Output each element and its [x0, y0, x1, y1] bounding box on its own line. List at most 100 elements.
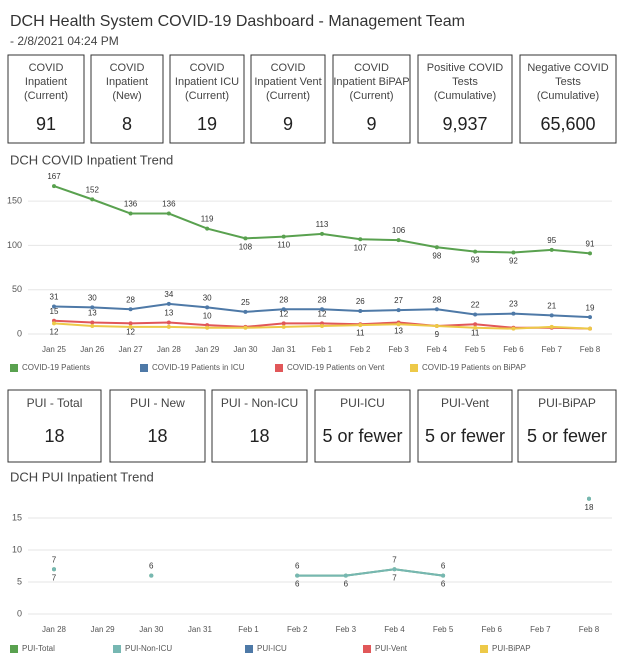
kpi-card — [90, 54, 164, 144]
legend-label: PUI-Non-ICU — [125, 644, 172, 653]
kpi-label: (Current) — [24, 90, 68, 102]
data-label: 30 — [203, 294, 212, 303]
kpi-value: 5 or fewer — [527, 426, 607, 446]
x-tick-label: Feb 6 — [481, 625, 502, 634]
x-tick-label: Jan 30 — [233, 345, 258, 354]
kpi-value: 9,937 — [442, 114, 487, 134]
data-label: 7 — [392, 555, 397, 564]
data-label: 98 — [432, 251, 441, 260]
legend-swatch — [410, 364, 418, 372]
kpi-label: (Current) — [185, 90, 229, 102]
data-label: 7 — [52, 555, 57, 564]
data-point — [587, 496, 591, 501]
legend-swatch — [363, 645, 371, 653]
x-tick-label: Jan 29 — [195, 345, 220, 354]
x-tick-label: Jan 29 — [91, 625, 116, 634]
x-tick-label: Feb 8 — [579, 625, 600, 634]
kpi-label: COVID — [190, 62, 225, 74]
data-label: 28 — [126, 295, 135, 304]
data-label: 26 — [356, 297, 365, 306]
data-label: 31 — [50, 293, 59, 302]
kpi-value: 65,600 — [540, 114, 595, 134]
data-label: 6 — [344, 580, 349, 589]
kpi-label: Positive COVID — [427, 62, 503, 74]
data-point — [396, 238, 401, 243]
data-point — [281, 307, 286, 312]
data-point — [473, 325, 478, 330]
data-point — [511, 326, 516, 331]
data-point — [473, 249, 478, 254]
kpi-label: (New) — [112, 90, 141, 102]
data-point — [52, 567, 56, 572]
y-tick-label: 0 — [17, 608, 22, 618]
data-label: 28 — [318, 295, 327, 304]
kpi-label: Inpatient Vent — [254, 76, 321, 88]
data-point — [281, 324, 286, 329]
data-point — [358, 308, 363, 313]
data-point — [166, 301, 171, 306]
data-point — [396, 308, 401, 313]
data-point — [434, 245, 439, 250]
data-label: 12 — [279, 309, 288, 318]
data-point — [320, 324, 324, 329]
x-tick-label: Feb 3 — [336, 625, 357, 634]
kpi-label: COVID — [354, 62, 389, 74]
kpi-label: Inpatient ICU — [175, 76, 239, 88]
kpi-label: (Current) — [349, 90, 393, 102]
data-point — [473, 312, 478, 317]
data-point — [205, 305, 210, 310]
data-point — [90, 320, 95, 325]
x-tick-label: Jan 27 — [119, 345, 144, 354]
data-label: 28 — [279, 295, 288, 304]
kpi-label: COVID — [29, 62, 64, 74]
data-label: 10 — [203, 311, 212, 320]
y-tick-label: 150 — [7, 196, 22, 206]
data-label: 107 — [354, 243, 368, 252]
data-label: 18 — [585, 503, 594, 512]
legend-swatch — [140, 364, 148, 372]
kpi-label: PUI-Vent — [441, 396, 490, 410]
legend-swatch — [10, 364, 18, 372]
x-tick-label: Feb 4 — [384, 625, 405, 634]
legend-label: PUI-ICU — [257, 644, 287, 653]
data-label: 12 — [50, 327, 59, 336]
data-label: 13 — [88, 309, 97, 318]
data-label: 7 — [52, 573, 57, 582]
kpi-card — [169, 54, 245, 144]
x-tick-label: Feb 8 — [580, 345, 601, 354]
data-point — [343, 573, 348, 578]
data-point — [128, 321, 133, 326]
kpi-label: PUI - Non-ICU — [221, 396, 298, 410]
kpi-label: PUI - Total — [27, 396, 83, 410]
kpi-card — [109, 389, 206, 463]
data-label: 92 — [509, 257, 518, 266]
kpi-label: PUI-ICU — [340, 396, 385, 410]
data-point — [396, 322, 401, 327]
x-tick-label: Jan 26 — [80, 345, 105, 354]
data-point — [511, 250, 516, 255]
y-tick-label: 100 — [7, 240, 22, 250]
x-tick-label: Feb 5 — [465, 345, 486, 354]
legend-label: COVID-19 Patients on BiPAP — [422, 363, 526, 372]
data-point — [549, 313, 554, 318]
data-label: 167 — [47, 172, 61, 181]
data-label: 23 — [509, 300, 518, 309]
data-label: 93 — [471, 256, 480, 265]
legend-swatch — [113, 645, 121, 653]
data-point — [243, 236, 248, 241]
data-point — [205, 226, 210, 231]
data-label: 95 — [547, 236, 556, 245]
x-tick-label: Feb 2 — [350, 345, 371, 354]
data-label: 7 — [392, 573, 397, 582]
y-tick-label: 10 — [12, 544, 22, 554]
data-label: 6 — [441, 562, 446, 571]
data-point — [295, 573, 300, 578]
x-tick-label: Feb 1 — [312, 345, 333, 354]
data-label: 11 — [356, 328, 365, 337]
x-tick-label: Jan 25 — [42, 345, 67, 354]
data-point — [588, 315, 592, 320]
x-tick-label: Feb 5 — [433, 625, 454, 634]
kpi-label: PUI - New — [130, 396, 185, 410]
data-point — [166, 211, 171, 216]
kpi-value: 19 — [197, 114, 217, 134]
